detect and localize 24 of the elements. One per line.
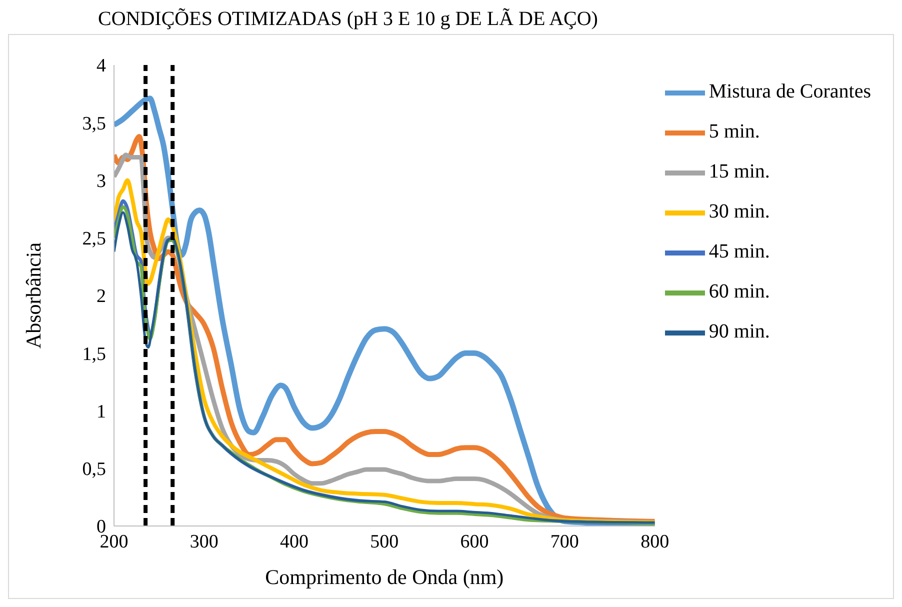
legend-label: 15 min. [708,160,770,183]
x-tick-label: 600 [460,531,489,552]
y-tick-label: 4 [96,56,106,77]
legend-label: 30 min. [708,200,770,223]
y-axis-title: Absorbância [21,242,46,349]
legend-label: Mistura de Corantes [708,80,871,103]
y-tick-label: 3,5 [82,113,106,134]
y-tick-label: 2 [96,286,106,308]
y-tick-label: 1,5 [82,344,106,365]
legend-label: 90 min. [708,320,770,343]
x-tick-label: 700 [550,531,579,552]
y-tick-label: 0,5 [82,459,106,480]
x-tick-label: 500 [370,531,399,552]
x-tick-label: 400 [280,531,309,552]
chart-title: CONDIÇÕES OTIMIZADAS (pH 3 E 10 g DE LÃ DE AÇO) [97,8,599,32]
legend-label: 45 min. [708,240,770,263]
x-tick-label: 800 [640,531,670,552]
y-tick-label: 3 [96,170,106,192]
x-axis-title: Comprimento de Onda (nm) [265,565,504,589]
y-tick-label: 1 [96,401,106,422]
legend-label: 60 min. [708,280,770,303]
x-tick-label: 300 [190,531,218,552]
legend-label: 5 min. [708,120,760,143]
y-tick-label: 2,5 [82,228,106,250]
